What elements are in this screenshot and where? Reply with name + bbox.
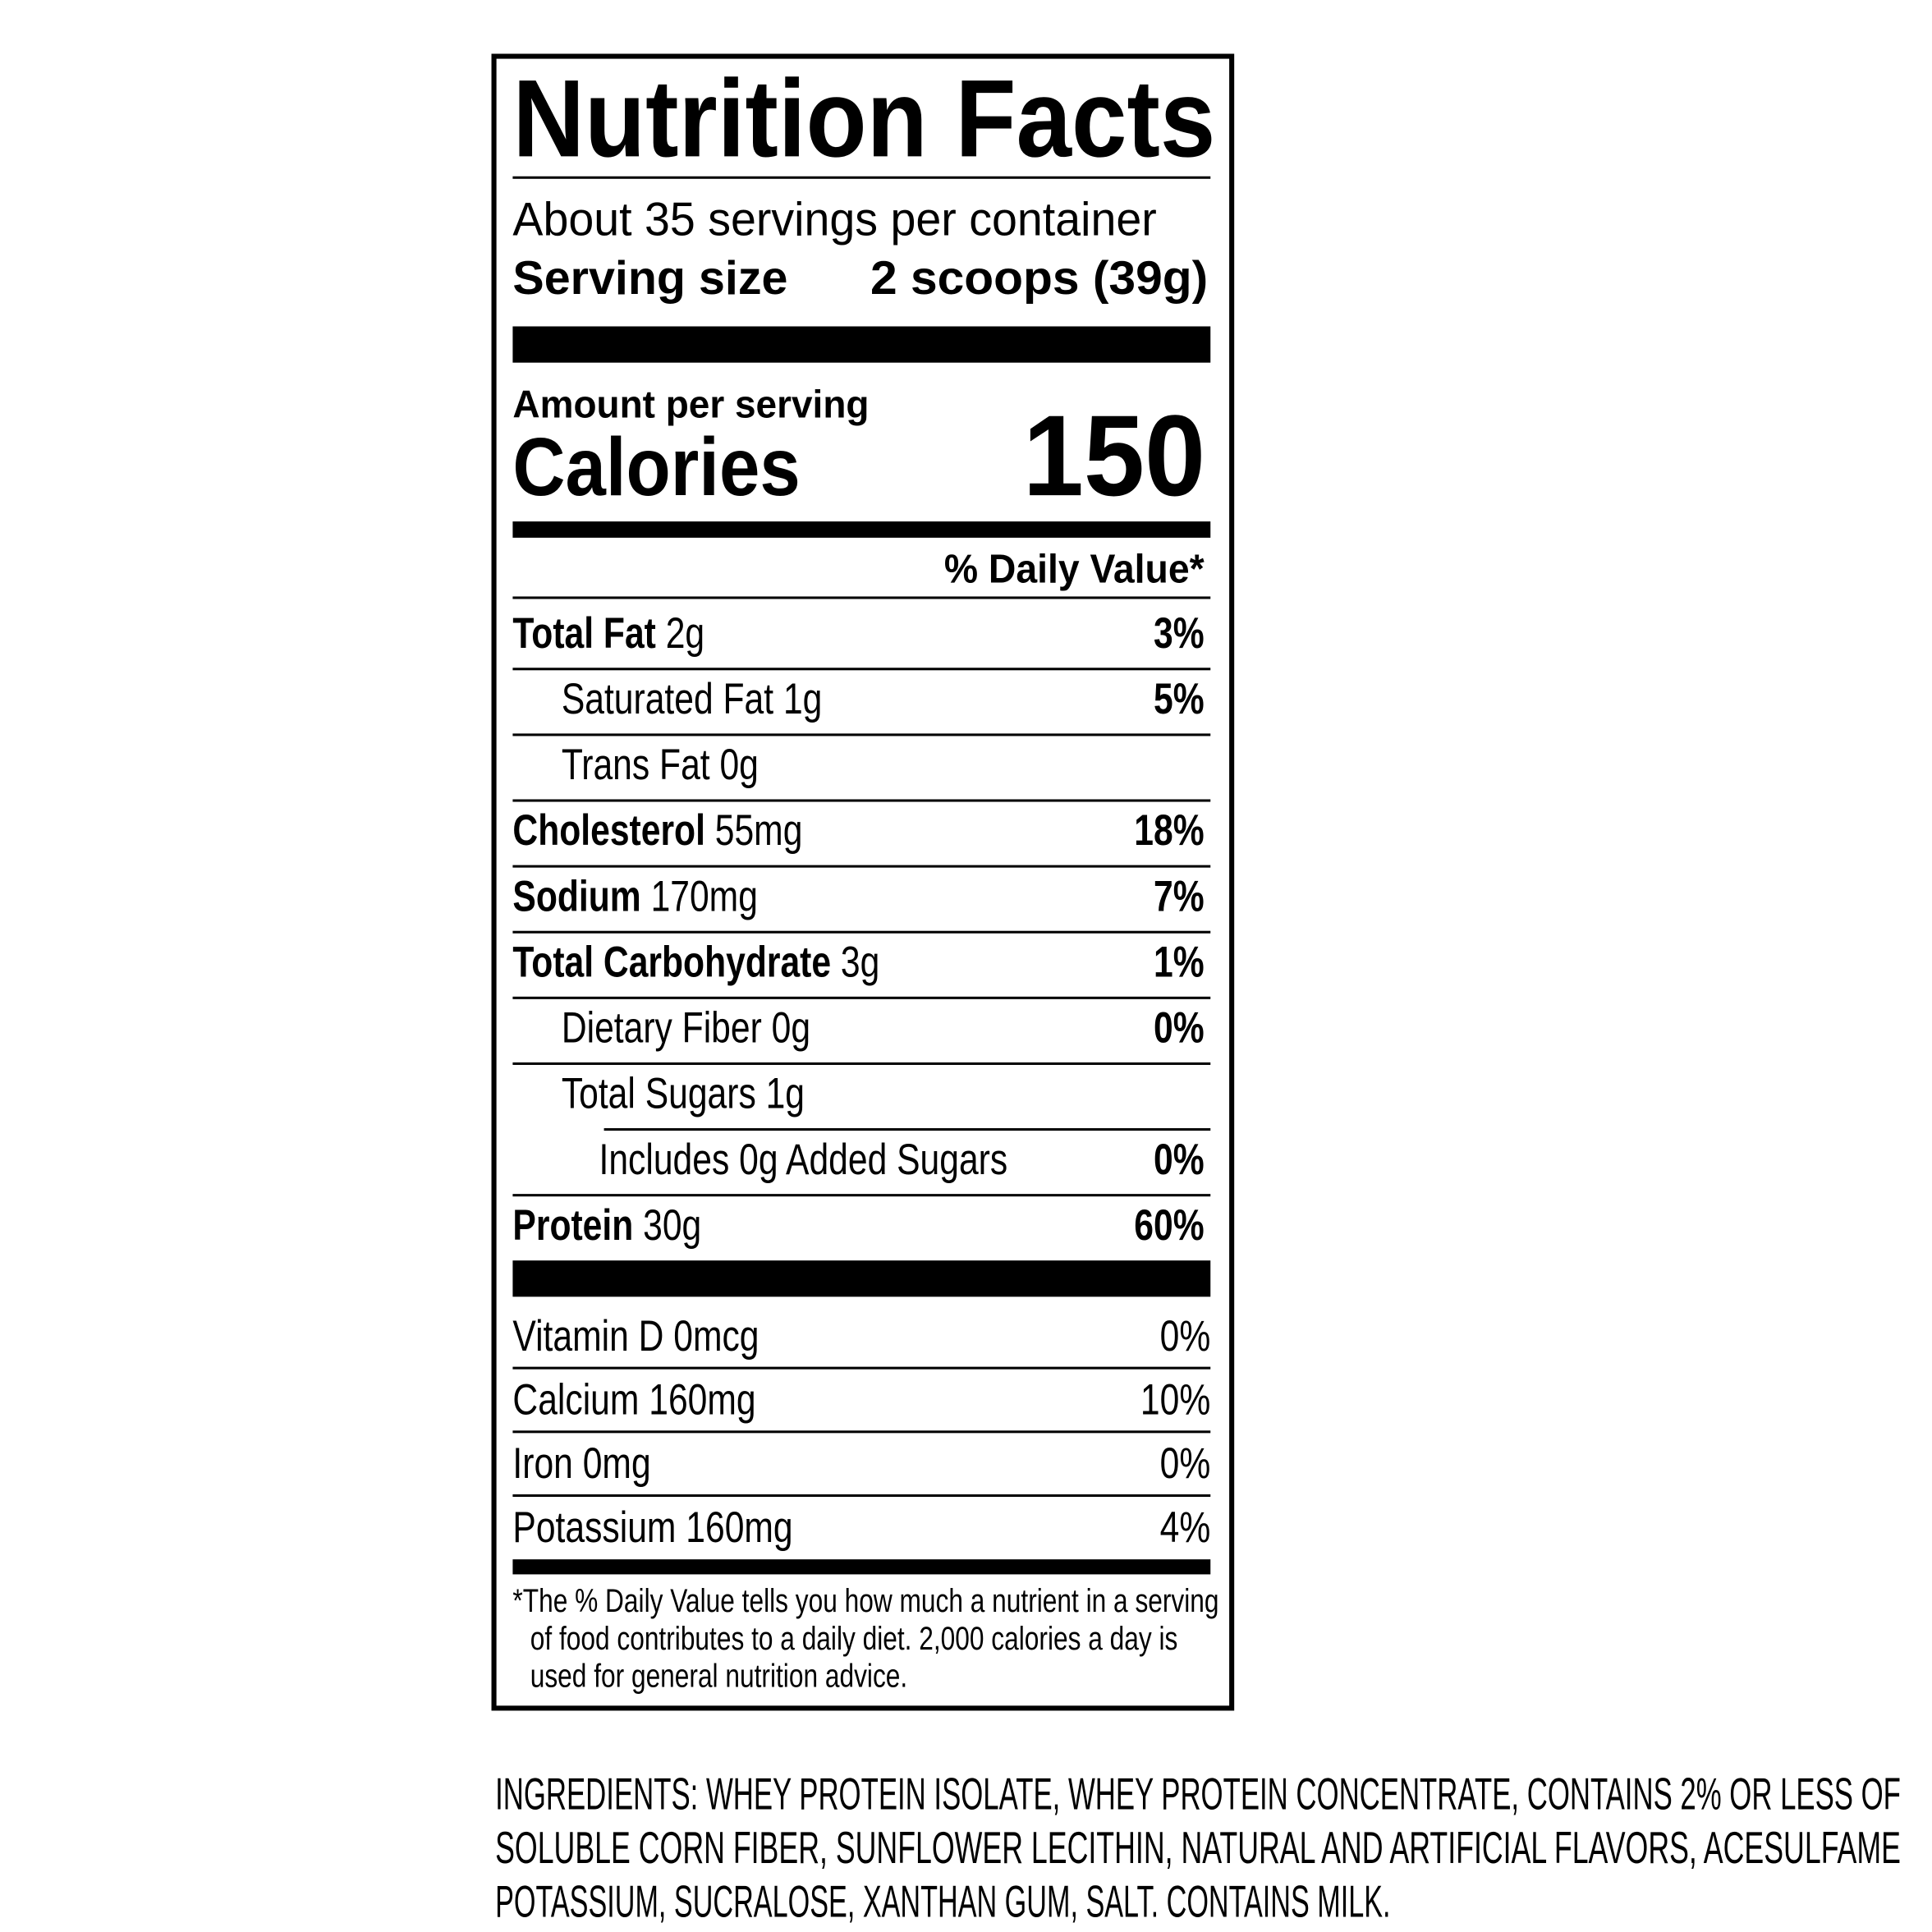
vitamin-line: Iron 0mg [512,1439,650,1489]
nutrient-dv: 60% [1134,1200,1204,1250]
medium-bar [512,1559,1211,1575]
serving-size-value: 2 scoops (39g) [870,252,1208,305]
vitamin-line: Calcium 160mg [512,1375,755,1425]
nutrient-dv: 3% [1154,608,1205,658]
nutrient-amount: 0g [719,741,758,790]
servings: About 35 servings per container [512,193,1156,246]
rule [512,1194,1211,1197]
vitamin-dv: 4% [1160,1503,1211,1552]
ingredients-line: INGREDIENTS: WHEY PROTEIN ISOLATE, WHEY … [495,1769,1901,1820]
calories-value: 150 [1023,391,1205,520]
nutrient-name: Total Sugars [562,1069,756,1118]
nutrient-amount: 1g [783,675,822,724]
ingredients-line: POTASSIUM, SUCRALOSE, XANTHAN GUM, SALT.… [495,1876,1390,1927]
rule [512,996,1211,999]
nutrient-name: Protein [512,1200,633,1250]
nutrient-line: Total Fat 2g [512,608,704,658]
rule [512,176,1211,179]
nutrient-name: Trans Fat [562,741,710,790]
footnote-line: of food contributes to a daily diet. 2,0… [530,1620,1178,1656]
nutrient-line: Dietary Fiber 0g [562,1003,810,1053]
nutrient-name: Total Carbohydrate [512,938,831,987]
vitamin-line: Vitamin D 0mcg [512,1311,759,1361]
nutrient-line: Saturated Fat 1g [562,675,823,724]
nutrient-amount: 1g [766,1069,805,1118]
rule [512,799,1211,802]
rule [512,1366,1211,1370]
label-border [491,53,1235,1711]
medium-bar [512,521,1211,538]
calories-label: Calories [512,421,800,513]
nutrient-line: Trans Fat 0g [562,741,759,790]
nutrient-name: Total Fat [512,608,655,658]
nutrient-amount: 2g [666,608,704,658]
serving-size-label: Serving size [512,252,787,305]
nutrient-amount: 0g [772,1003,810,1053]
rule [512,1494,1211,1498]
vitamin-amount: 0mg [583,1439,651,1489]
footnote-line: *The % Daily Value tells you how much a … [512,1583,1218,1619]
vitamin-dv: 0% [1160,1311,1211,1361]
rule [512,1062,1211,1065]
nutrient-dv: 18% [1134,806,1204,856]
nutrient-dv: 0% [1154,1003,1205,1053]
nutrient-line: Total Sugars 1g [562,1069,805,1118]
vitamin-name: Calcium [512,1375,639,1425]
rule [512,733,1211,737]
thick-bar [512,326,1211,363]
footnote-line: used for general nutrition advice. [530,1658,907,1694]
nutrient-name: Includes 0g Added Sugars [599,1135,1008,1184]
nutrient-amount: 170mg [651,872,758,921]
ingredients-line: SOLUBLE CORN FIBER, SUNFLOWER LECITHIN, … [495,1822,1901,1873]
rule [512,596,1211,599]
title: Nutrition Facts [512,57,1215,180]
vitamin-line: Potassium 160mg [512,1503,792,1552]
nutrient-name: Dietary Fiber [562,1003,762,1053]
rule [512,668,1211,671]
nutrient-name: Saturated Fat [562,675,774,724]
vitamin-name: Vitamin D [512,1311,663,1361]
rule [603,1128,1211,1131]
amount-per-serving: Amount per serving [512,383,869,427]
thick-bar [512,1260,1211,1297]
nutrient-dv: 0% [1154,1135,1205,1184]
nutrient-name: Cholesterol [512,806,705,856]
nutrient-line: Sodium 170mg [512,872,757,921]
vitamin-amount: 0mcg [673,1311,759,1361]
vitamin-dv: 10% [1140,1375,1210,1425]
vitamin-amount: 160mg [649,1375,755,1425]
nutrient-dv: 5% [1154,675,1205,724]
dv-header: % Daily Value* [944,548,1205,592]
rule [512,930,1211,934]
nutrient-line: Cholesterol 55mg [512,806,802,856]
nutrient-amount: 30g [643,1200,701,1250]
rule [512,1430,1211,1434]
nutrient-line: Includes 0g Added Sugars [599,1135,1008,1184]
vitamin-name: Potassium [512,1503,676,1552]
nutrient-line: Protein 30g [512,1200,701,1250]
nutrient-amount: 3g [841,938,879,987]
rule [512,865,1211,868]
vitamin-amount: 160mg [686,1503,792,1552]
nutrient-line: Total Carbohydrate 3g [512,938,879,987]
nutrient-dv: 1% [1154,938,1205,987]
nutrient-name: Sodium [512,872,640,921]
nutrient-dv: 7% [1154,872,1205,921]
vitamin-name: Iron [512,1439,572,1489]
vitamin-dv: 0% [1160,1439,1211,1489]
nutrient-amount: 55mg [715,806,803,856]
